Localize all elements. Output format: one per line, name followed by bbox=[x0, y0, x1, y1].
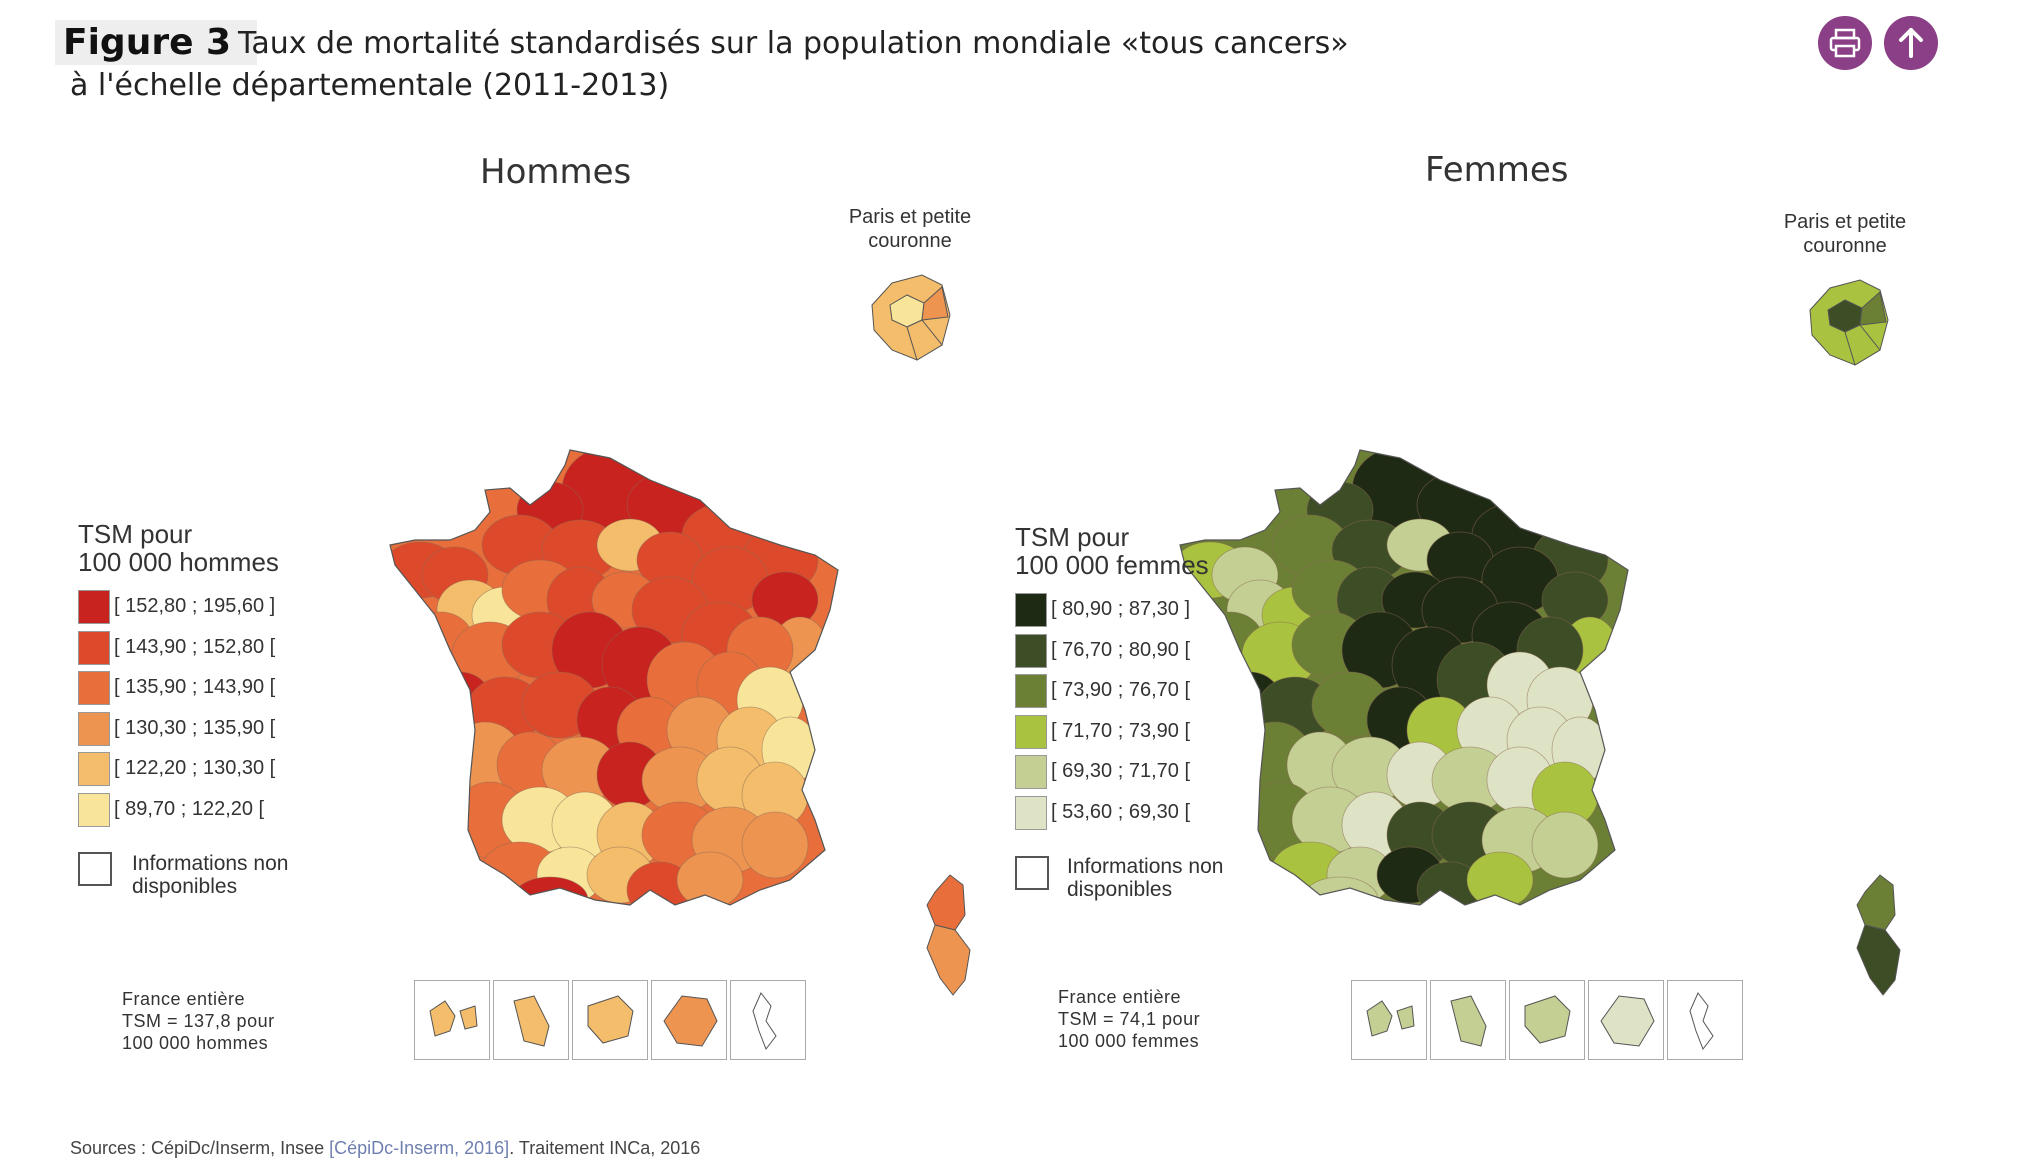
legend-label: [ 53,60 ; 69,30 [ bbox=[1051, 800, 1190, 823]
department-region bbox=[676, 851, 744, 905]
sources-note: Sources : CépiDc/Inserm, Insee [CépiDc-I… bbox=[70, 1138, 701, 1158]
legend-swatch bbox=[78, 792, 110, 827]
inset-south bbox=[906, 319, 943, 361]
overseas-inset bbox=[651, 980, 727, 1060]
figure-label: Figure 3 bbox=[55, 20, 258, 65]
overseas-territory bbox=[587, 995, 634, 1044]
overseas-territory bbox=[1689, 992, 1714, 1051]
overseas-inset bbox=[1430, 980, 1506, 1060]
sources-link[interactable]: [CépiDc-Inserm, 2016] bbox=[329, 1138, 510, 1158]
overseas-territory bbox=[429, 1000, 478, 1037]
inset-south bbox=[1844, 324, 1881, 366]
corsica-map-femmes bbox=[1856, 874, 1901, 996]
scroll-top-button[interactable] bbox=[1884, 16, 1938, 70]
department-region bbox=[1531, 811, 1599, 879]
printer-icon bbox=[1829, 28, 1861, 58]
france-outline bbox=[389, 449, 839, 906]
legend-label: [ 152,80 ; 195,60 ] bbox=[114, 595, 276, 617]
na-label-femmes: Informations non disponibles bbox=[1067, 855, 1224, 901]
department-region bbox=[1466, 851, 1534, 905]
legend-swatch bbox=[78, 590, 110, 624]
overseas-territory bbox=[513, 995, 550, 1047]
map-title-femmes: Femmes bbox=[1425, 150, 1569, 190]
paris-inset-map-femmes bbox=[1809, 279, 1889, 366]
legend-label: [ 69,30 ; 71,70 [ bbox=[1051, 760, 1190, 782]
overseas-inset bbox=[572, 980, 648, 1060]
legend-swatch bbox=[1015, 755, 1047, 789]
overseas-territory bbox=[1366, 1000, 1415, 1037]
legend-swatch bbox=[78, 630, 110, 665]
legend-swatch bbox=[78, 752, 110, 786]
overseas-inset bbox=[1509, 980, 1585, 1060]
inset-east bbox=[921, 286, 949, 321]
legend-swatch bbox=[1015, 795, 1047, 830]
overseas-inset bbox=[1351, 980, 1427, 1060]
print-button[interactable] bbox=[1818, 16, 1872, 70]
figure-title-line-2: à l'échelle départementale (2011-2013) bbox=[70, 68, 670, 103]
legend-label: [ 76,70 ; 80,90 [ bbox=[1051, 638, 1190, 661]
inset-east bbox=[1859, 291, 1887, 326]
figure-title-line-1: Taux de mortalité standardisés sur la po… bbox=[238, 26, 1349, 61]
inset-title-hommes: Paris et petite couronne bbox=[848, 206, 972, 252]
na-swatch-hommes bbox=[78, 852, 112, 886]
overseas-territory bbox=[1524, 995, 1571, 1044]
department-region bbox=[741, 811, 809, 879]
legend-label: [ 143,90 ; 152,80 [ bbox=[114, 635, 276, 658]
choropleth-map-hommes bbox=[389, 449, 839, 906]
legend-label: [ 73,90 ; 76,70 [ bbox=[1051, 679, 1190, 701]
legend-label: [ 71,70 ; 73,90 [ bbox=[1051, 719, 1190, 742]
inset-title-femmes: Paris et petite couronne bbox=[1783, 211, 1907, 257]
legend-swatch bbox=[1015, 714, 1047, 749]
overseas-territory bbox=[663, 995, 718, 1047]
na-label-hommes: Informations non disponibles bbox=[132, 852, 289, 898]
legend-title-femmes: TSM pour 100 000 femmes bbox=[1015, 522, 1209, 580]
paris-inset-map-hommes bbox=[871, 274, 951, 361]
legend-label: [ 130,30 ; 135,90 [ bbox=[114, 716, 276, 739]
legend-label: [ 135,90 ; 143,90 [ bbox=[114, 676, 276, 698]
legend-swatch bbox=[1015, 593, 1047, 627]
legend-swatch bbox=[78, 671, 110, 705]
legend-label: [ 80,90 ; 87,30 ] bbox=[1051, 598, 1190, 620]
overseas-inset bbox=[414, 980, 490, 1060]
france-tsm-femmes: France entière TSM = 74,1 pour 100 000 f… bbox=[1058, 987, 1201, 1051]
france-outline bbox=[1179, 449, 1629, 906]
corsica-north bbox=[1856, 874, 1896, 931]
overseas-inset bbox=[1588, 980, 1664, 1060]
legend-label: [ 122,20 ; 130,30 [ bbox=[114, 757, 276, 779]
overseas-territory bbox=[1450, 995, 1487, 1047]
department-region bbox=[511, 876, 589, 905]
corsica-north bbox=[926, 874, 966, 931]
department-region bbox=[1301, 876, 1379, 905]
corsica-south bbox=[1856, 924, 1901, 996]
na-swatch-femmes bbox=[1015, 856, 1049, 890]
legend-title-hommes: TSM pour 100 000 hommes bbox=[78, 519, 279, 577]
overseas-inset bbox=[493, 980, 569, 1060]
legend-label: [ 89,70 ; 122,20 [ bbox=[114, 797, 265, 820]
legend-swatch bbox=[78, 711, 110, 746]
legend-swatch bbox=[1015, 633, 1047, 668]
overseas-territory bbox=[752, 992, 777, 1051]
choropleth-map-femmes bbox=[1179, 449, 1629, 906]
overseas-inset bbox=[1667, 980, 1743, 1060]
legend-swatch bbox=[1015, 674, 1047, 708]
corsica-map-hommes bbox=[926, 874, 971, 996]
overseas-inset bbox=[730, 980, 806, 1060]
arrow-up-icon bbox=[1899, 28, 1923, 58]
map-title-hommes: Hommes bbox=[480, 152, 632, 192]
overseas-territory bbox=[1600, 995, 1655, 1047]
corsica-south bbox=[926, 924, 971, 996]
france-tsm-hommes: France entière TSM = 137,8 pour 100 000 … bbox=[122, 989, 275, 1053]
